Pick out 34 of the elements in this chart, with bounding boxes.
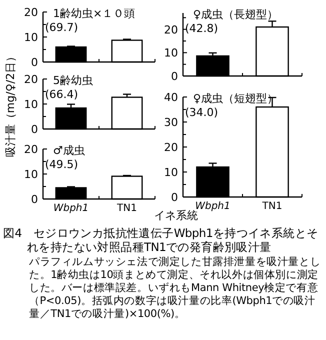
y-tick-label: 10 [164, 166, 178, 179]
chart-title: 1齢幼虫×１０頭 [53, 7, 136, 20]
y-axis-title: 吸汁量（mg/♀/2日） [4, 50, 17, 158]
y-tick-label: 30 [164, 116, 178, 129]
chart-title: ♂成虫 [53, 144, 85, 157]
text: パラフィルムサッシェ法で測定した甘露排泄量を吸汁量とした。1齢幼虫は10頭まとめて測定、それ以外は個体別に測定した。バーは標準誤差。いずれもMann Whitney検定で有意（P<0.05)。括弧内の数字は吸汁量の比率(Wbph1での吸汁量／TN1での吸汁量)×100(%)。 [28, 256, 322, 321]
y-tick-label: 20 [24, 143, 38, 156]
annotation: (49.5) [45, 158, 78, 171]
text: 図4 セジロウンカ抵抗性遺伝子Wbph1を持つイネ系統とそれを持たない対照品種TN1での発育齢別吸汁量 [3, 226, 320, 254]
annotation: (42.8) [185, 22, 218, 35]
annotation: (34.0) [185, 106, 218, 119]
annotation: (69.7) [45, 21, 78, 34]
x-tick-label: TN1 [116, 203, 137, 214]
x-tick-label: TN1 [261, 201, 282, 212]
chart-title: ♀成虫（長翅型） [193, 8, 278, 21]
y-tick-label: 0 [31, 193, 38, 206]
y-tick-label: 10 [24, 98, 38, 111]
x-axis-title: イネ系統 [154, 209, 198, 222]
y-tick-label: 0 [31, 56, 38, 69]
chart-title: 5齢幼虫 [53, 74, 93, 87]
y-tick-label: 0 [171, 70, 178, 83]
y-tick-label: 0 [171, 191, 178, 204]
y-tick-label: 20 [164, 23, 178, 36]
y-tick-label: 20 [24, 73, 38, 86]
y-tick-label: 0 [31, 123, 38, 136]
y-tick-label: 10 [24, 31, 38, 44]
y-tick-label: 20 [24, 6, 38, 19]
y-tick-label: 40 [164, 91, 178, 104]
y-tick-label: 10 [164, 46, 178, 60]
x-tick-label: Wbph1 [53, 203, 89, 214]
x-tick-label: Wbph1 [195, 201, 230, 212]
y-tick-label: 20 [164, 141, 178, 154]
annotation: (66.4) [45, 88, 78, 101]
y-tick-label: 10 [24, 168, 38, 181]
